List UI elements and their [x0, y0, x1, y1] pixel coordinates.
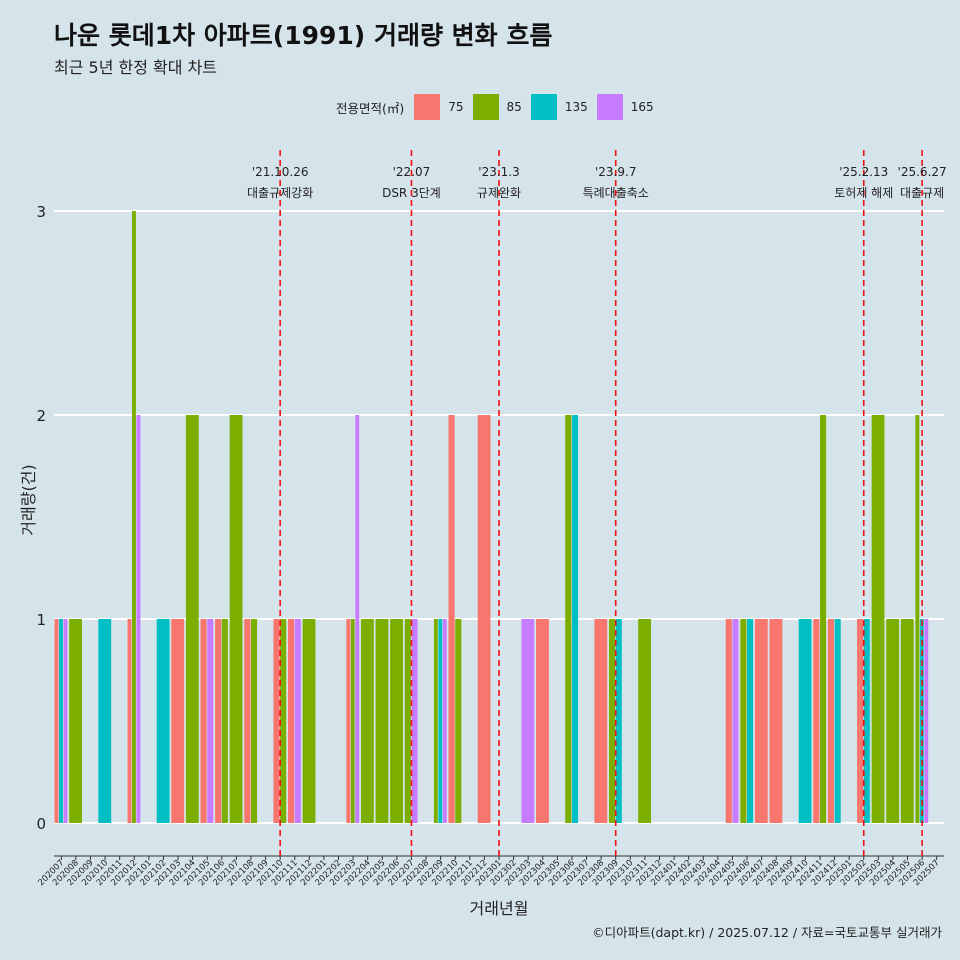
bar	[924, 619, 929, 823]
bar	[185, 415, 199, 823]
legend-swatch	[414, 94, 441, 120]
legend-swatch	[596, 94, 623, 120]
bar	[215, 619, 222, 823]
event-label: 토허제 해제	[834, 186, 893, 200]
y-tick-label: 2	[36, 407, 46, 425]
bar	[433, 619, 438, 823]
bar	[638, 619, 652, 823]
bar	[754, 619, 768, 823]
bar	[288, 619, 295, 823]
legend-item-135: 135	[530, 94, 588, 120]
bar	[834, 619, 841, 823]
event-label: 대출규제강화	[247, 186, 313, 200]
y-tick-label: 0	[36, 815, 46, 833]
legend-item-85: 85	[472, 94, 522, 120]
bar	[886, 619, 900, 823]
bar	[455, 619, 462, 823]
y-tick-label: 1	[36, 611, 46, 629]
bar	[863, 619, 870, 823]
bar	[769, 619, 783, 823]
bar	[98, 619, 112, 823]
source-caption: ©디아파트(dapt.kr) / 2025.07.12 / 자료=국토교통부 실…	[592, 925, 942, 940]
legend-label: 165	[630, 100, 654, 114]
bar	[442, 619, 447, 823]
legend-swatch	[472, 94, 499, 120]
bar	[360, 619, 374, 823]
legend: 전용면적(㎡) 75 85 135 165	[336, 93, 663, 121]
bar	[609, 619, 616, 823]
y-tick-label: 3	[36, 203, 46, 221]
event-date-label: '25.2.13	[839, 165, 888, 179]
event-date-label: '22.07	[393, 165, 431, 179]
event-date-label: '21.10.26	[252, 165, 309, 179]
chart-subtitle: 최근 5년 한정 확대 차트	[54, 58, 218, 77]
bar	[571, 415, 579, 823]
legend-label: 75	[448, 100, 464, 114]
bar	[900, 619, 914, 823]
bar	[280, 619, 287, 823]
bar	[346, 619, 351, 823]
bar	[132, 211, 136, 823]
bar	[294, 619, 301, 823]
event-date-label: '25.6.27	[898, 165, 947, 179]
bar	[871, 415, 885, 823]
event-label: 규제완화	[477, 186, 521, 200]
bar	[59, 619, 63, 823]
bar	[438, 619, 443, 823]
legend-swatch	[530, 94, 557, 120]
bar	[740, 619, 747, 823]
chart-title: 나운 롯데1차 아파트(1991) 거래량 변화 흐름	[54, 21, 553, 50]
bar	[594, 619, 608, 823]
bar	[229, 415, 243, 823]
bar	[732, 619, 739, 823]
bar	[798, 619, 812, 823]
bar	[448, 415, 455, 823]
bar	[813, 619, 820, 823]
legend-title: 전용면적(㎡)	[336, 100, 405, 116]
bar	[477, 415, 491, 823]
bar	[411, 619, 418, 823]
y-axis-title: 거래량(건)	[19, 464, 38, 535]
event-label: DSR 3단계	[382, 186, 441, 200]
bar	[615, 619, 622, 823]
bar	[521, 619, 535, 823]
event-label: 특례대출축소	[583, 186, 649, 200]
legend-label: 135	[564, 100, 588, 114]
bar	[54, 619, 59, 823]
bar	[136, 415, 141, 823]
event-date-label: '23.9.7	[595, 165, 636, 179]
bar	[221, 619, 228, 823]
bar	[127, 619, 132, 823]
bar	[244, 619, 251, 823]
bar	[350, 619, 355, 823]
bar	[171, 619, 185, 823]
bar	[857, 619, 864, 823]
bar	[536, 619, 549, 823]
bar	[355, 415, 360, 823]
bar	[827, 619, 834, 823]
bar	[375, 619, 389, 823]
bar	[273, 619, 280, 823]
bar	[302, 619, 316, 823]
bar	[819, 415, 827, 823]
bar	[747, 619, 754, 823]
bar	[207, 619, 214, 823]
bar	[725, 619, 732, 823]
bar	[390, 619, 403, 823]
bar	[200, 619, 207, 823]
event-label: 대출규제	[900, 186, 944, 200]
bar	[404, 619, 411, 823]
legend-item-75: 75	[414, 94, 464, 120]
x-axis-title: 거래년월	[470, 899, 529, 918]
bar	[63, 619, 68, 823]
bar	[156, 619, 170, 823]
bar	[915, 415, 920, 823]
bar	[250, 619, 258, 823]
bar	[69, 619, 82, 823]
legend-item-165: 165	[596, 94, 654, 120]
legend-label: 85	[506, 100, 522, 114]
event-date-label: '23.1.3	[478, 165, 519, 179]
bar	[565, 415, 572, 823]
